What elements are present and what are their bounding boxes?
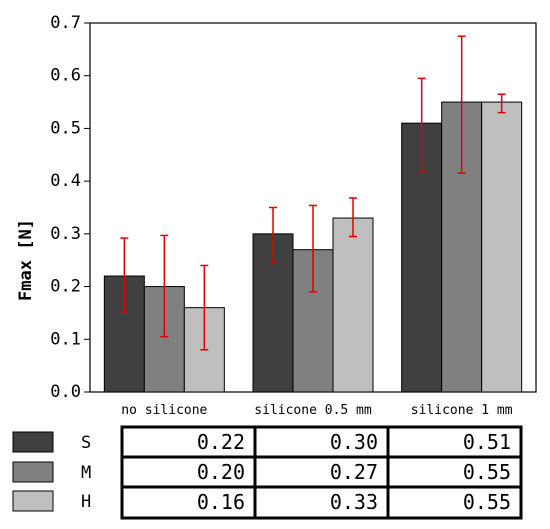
table-cell: 0.27 [330, 460, 378, 484]
y-tick-label: 0.0 [50, 382, 81, 402]
category-label: no silicone [121, 403, 207, 418]
table-cell: 0.16 [197, 490, 245, 514]
y-tick-label: 0.5 [50, 118, 81, 138]
table-cell: 0.22 [197, 430, 245, 454]
table-cell: 0.51 [463, 430, 511, 454]
legend-label-m: M [81, 463, 91, 483]
bar-s [103, 275, 145, 393]
table-cell: 0.33 [330, 490, 378, 514]
y-tick-label: 0.1 [50, 329, 81, 349]
legend-swatch-h [12, 490, 54, 512]
data-table: 0.22 0.30 0.51 0.20 0.27 0.55 0.16 0.33 0.55 [120, 425, 523, 520]
legend: SMH [12, 431, 91, 512]
legend-label-h: H [81, 492, 91, 512]
category-label: silicone 0.5 mm [254, 403, 372, 418]
legend-swatch-m [12, 461, 54, 483]
bar-h [332, 217, 374, 393]
plot-area: 0.0 0.1 0.2 0.3 0.4 0.5 0.6 0.7 no silicone silic… [50, 13, 537, 418]
y-tick-label: 0.2 [50, 277, 81, 297]
category-label: silicone 1 mm [411, 403, 513, 418]
table-cell: 0.55 [463, 490, 511, 514]
legend-label-s: S [81, 433, 91, 453]
table-cell: 0.20 [197, 460, 245, 484]
y-axis-label: Fmax [N] [16, 219, 36, 301]
y-tick-label: 0.4 [50, 171, 81, 191]
y-tick-label: 0.6 [50, 66, 81, 86]
y-tick-label: 0.7 [50, 13, 81, 33]
bar-h [481, 101, 523, 393]
table-cell: 0.30 [330, 430, 378, 454]
y-tick-label: 0.3 [50, 224, 81, 244]
table-border [120, 425, 523, 520]
legend-swatch-s [12, 431, 54, 453]
table-cell: 0.55 [463, 460, 511, 484]
